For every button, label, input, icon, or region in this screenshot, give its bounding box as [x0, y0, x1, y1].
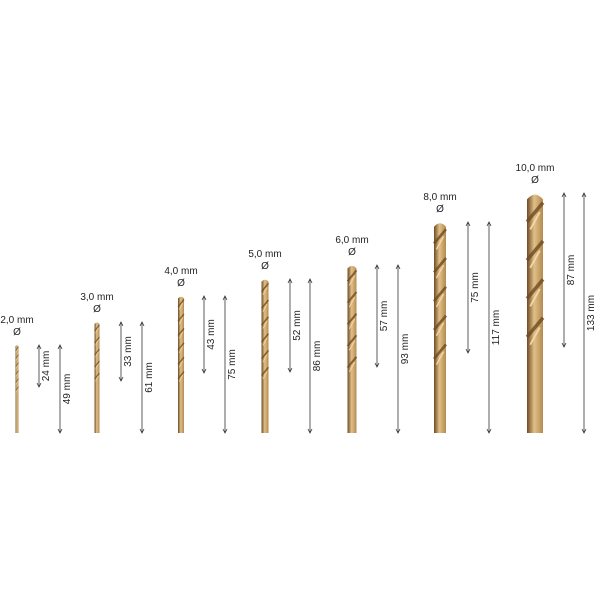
total-length-arrow [222, 295, 228, 434]
total-length-arrow [307, 278, 313, 434]
total-length-arrow [395, 264, 401, 434]
drill-bit-4: 5,0 mmØ [248, 249, 282, 433]
flute-length-arrow [287, 278, 293, 373]
total-length-label: 117 mm [491, 310, 502, 345]
diameter-label: 3,0 mm [80, 292, 113, 303]
drill-bit-flutes [432, 228, 448, 365]
drill-bit-flutes [15, 346, 19, 393]
drill-bit-3: 4,0 mmØ [164, 266, 198, 433]
diameter-symbol: Ø [261, 261, 269, 272]
total-length-label: 93 mm [400, 334, 411, 365]
drill-bit-body [347, 265, 357, 433]
drill-bit-6: 8,0 mmØ [423, 192, 457, 433]
flute-length-label: 52 mm [292, 310, 303, 341]
total-length-arrow [57, 344, 63, 434]
diameter-label: 6,0 mm [335, 235, 368, 246]
total-length-arrow [139, 321, 145, 434]
drill-bit-5: 6,0 mmØ [335, 235, 369, 433]
diameter-symbol: Ø [93, 304, 101, 315]
flute-length-arrow [36, 344, 42, 388]
flute-length-label: 43 mm [206, 319, 217, 350]
total-length-arrow [581, 192, 587, 434]
diameter-symbol: Ø [13, 327, 21, 338]
diameter-label: 10,0 mm [516, 163, 555, 174]
drill-bit-body [527, 194, 543, 433]
drill-bit-flutes [346, 269, 358, 373]
drill-bit-2: 3,0 mmØ [80, 292, 114, 433]
flute-length-arrow [118, 321, 124, 382]
total-length-label: 75 mm [227, 349, 238, 380]
flute-length-arrow [561, 192, 567, 348]
total-length-label: 49 mm [62, 374, 73, 405]
flute-length-label: 57 mm [379, 301, 390, 332]
flute-length-label: 24 mm [41, 351, 52, 382]
diameter-symbol: Ø [436, 204, 444, 215]
drill-bit-flutes [525, 201, 545, 346]
total-length-label: 61 mm [144, 362, 155, 393]
drill-bit-1: 2,0 mmØ [0, 315, 34, 433]
diameter-label: 2,0 mm [0, 315, 33, 326]
flute-length-arrow [465, 221, 471, 354]
total-length-label: 133 mm [586, 295, 597, 331]
drill-bit-flutes [94, 324, 100, 382]
diameter-symbol: Ø [531, 175, 539, 186]
flute-length-label: 87 mm [566, 255, 577, 286]
diameter-symbol: Ø [177, 278, 185, 289]
drill-bit-flutes [177, 299, 185, 382]
diameter-symbol: Ø [348, 247, 356, 258]
diameter-label: 4,0 mm [164, 266, 197, 277]
flute-length-arrow [374, 264, 380, 368]
diameter-label: 5,0 mm [248, 249, 281, 260]
diameter-label: 8,0 mm [423, 192, 456, 203]
flute-length-label: 75 mm [470, 272, 481, 303]
flute-length-arrow [201, 295, 207, 374]
total-length-arrow [486, 221, 492, 434]
drill-bit-7: 10,0 mmØ [516, 163, 555, 433]
total-length-label: 86 mm [312, 341, 323, 372]
drill-bit-flutes [260, 282, 270, 380]
flute-length-label: 33 mm [123, 336, 134, 367]
